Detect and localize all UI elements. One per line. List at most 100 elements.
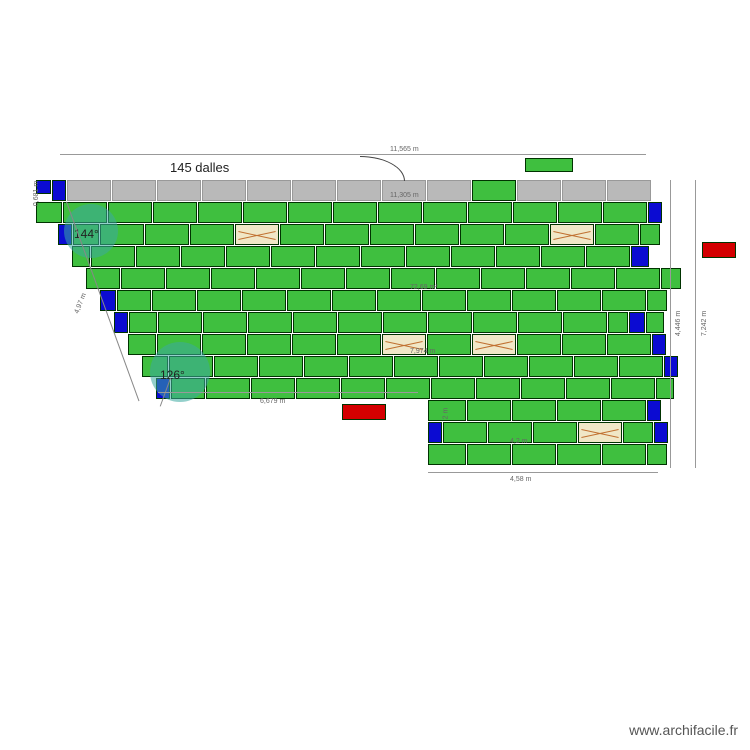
green-brick [117, 290, 151, 311]
green-brick [316, 246, 360, 267]
green-brick [518, 312, 562, 333]
dimension-label: 4,97 m [73, 292, 88, 314]
cream-brick [235, 224, 279, 245]
green-brick [153, 202, 197, 223]
gray-brick [202, 180, 246, 201]
dimension-label: 0,681 m [33, 181, 40, 206]
brick-row [156, 378, 675, 400]
green-brick [181, 246, 225, 267]
dimension-label: 2 m [442, 408, 449, 420]
dimension-label: 11,565 m [390, 146, 419, 153]
watermark-link[interactable]: www.archifacile.fr [629, 722, 738, 738]
green-brick [656, 378, 674, 399]
dimension-label: 4,2 m [510, 438, 528, 445]
green-brick [541, 246, 585, 267]
green-brick [214, 356, 258, 377]
green-brick [248, 312, 292, 333]
green-brick [484, 356, 528, 377]
green-brick [586, 246, 630, 267]
dimension-label: 11,305 m [390, 192, 419, 199]
green-brick [128, 334, 156, 355]
green-brick [377, 290, 421, 311]
green-brick [436, 268, 480, 289]
green-brick [647, 290, 667, 311]
blue-brick [654, 422, 668, 443]
green-brick [526, 268, 570, 289]
green-brick [370, 224, 414, 245]
tile-plan: 144°126°11,565 m11,305 m72,69 m²7,974 m6… [30, 180, 720, 510]
green-brick [623, 422, 653, 443]
green-brick [602, 400, 646, 421]
green-brick [198, 202, 242, 223]
green-brick [517, 334, 561, 355]
gray-brick [247, 180, 291, 201]
green-brick [646, 312, 664, 333]
green-brick [202, 334, 246, 355]
green-brick [595, 224, 639, 245]
green-brick [280, 224, 324, 245]
green-brick [378, 202, 422, 223]
dimension-label: 7,974 m [410, 348, 435, 355]
brick-row [142, 356, 679, 378]
dimension-label: 4,446 m [675, 311, 682, 336]
green-brick [661, 268, 681, 289]
green-brick [557, 444, 601, 465]
blue-brick [114, 312, 128, 333]
green-brick [607, 334, 651, 355]
green-brick [443, 422, 487, 443]
green-brick [602, 290, 646, 311]
green-brick [428, 312, 472, 333]
dimension-line [695, 180, 696, 468]
green-brick [473, 312, 517, 333]
green-brick [121, 268, 165, 289]
brick-row [114, 312, 665, 334]
brick-row [86, 268, 682, 290]
green-brick [647, 444, 667, 465]
green-brick [415, 224, 459, 245]
green-brick [439, 356, 483, 377]
dimension-line [158, 392, 418, 393]
title-label: 145 dalles [170, 160, 229, 175]
green-brick [512, 400, 556, 421]
green-brick [206, 378, 250, 399]
green-brick [190, 224, 234, 245]
green-brick [467, 444, 511, 465]
brick-row [72, 246, 650, 268]
green-brick [292, 334, 336, 355]
green-brick [346, 268, 390, 289]
green-brick [271, 246, 315, 267]
brick-row [428, 400, 662, 422]
red-block [702, 242, 736, 258]
green-brick [460, 224, 504, 245]
green-brick [293, 312, 337, 333]
green-brick [361, 246, 405, 267]
gray-brick [562, 180, 606, 201]
green-brick [145, 224, 189, 245]
green-brick [468, 202, 512, 223]
dimension-label: 4,58 m [510, 476, 531, 483]
green-brick [472, 180, 516, 201]
green-brick [574, 356, 618, 377]
dimension-line [428, 472, 658, 473]
green-brick [423, 202, 467, 223]
green-brick [505, 224, 549, 245]
green-brick [243, 202, 287, 223]
dimension-line [60, 154, 646, 155]
blue-brick [648, 202, 662, 223]
green-brick [256, 268, 300, 289]
green-brick [203, 312, 247, 333]
dimension-label: 7,242 m [701, 311, 708, 336]
green-brick [197, 290, 241, 311]
green-brick [563, 312, 607, 333]
green-brick [428, 444, 466, 465]
green-brick [337, 334, 381, 355]
green-brick [211, 268, 255, 289]
green-brick [557, 400, 601, 421]
cream-brick [550, 224, 594, 245]
green-brick [451, 246, 495, 267]
green-brick [431, 378, 475, 399]
blue-brick [664, 356, 678, 377]
green-brick [251, 378, 295, 399]
gray-brick [607, 180, 651, 201]
green-brick [349, 356, 393, 377]
